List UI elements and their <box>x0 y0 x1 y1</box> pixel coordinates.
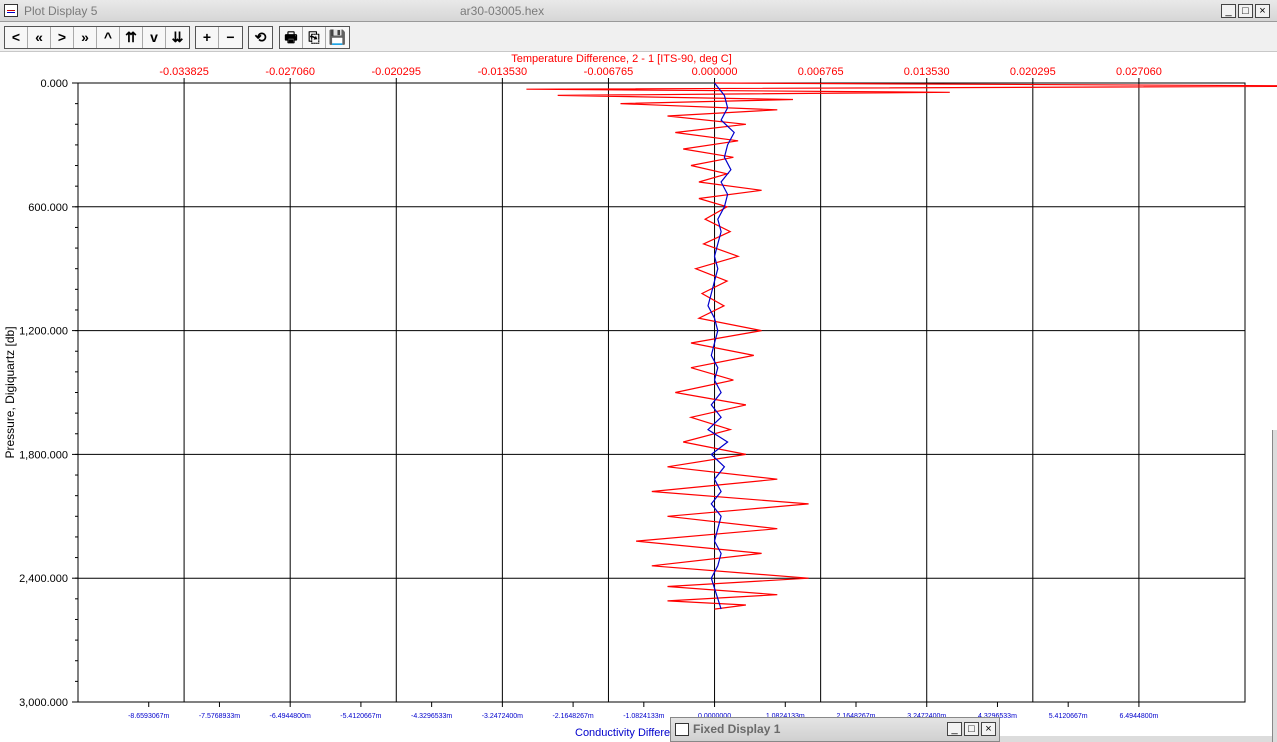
top-tick-label: -0.020295 <box>371 66 421 78</box>
top-tick-label: -0.013530 <box>478 66 528 78</box>
top-tick-label: 0.027060 <box>1116 66 1162 78</box>
page-left-icon[interactable]: « <box>28 27 51 48</box>
app-icon <box>4 4 18 17</box>
window-title: Plot Display 5 <box>24 4 98 18</box>
temperature-difference-series <box>526 82 1277 610</box>
maximize-button[interactable]: □ <box>1238 4 1253 18</box>
zoom-in-icon[interactable]: + <box>196 27 219 48</box>
y-tick-label: 1,800.000 <box>19 449 68 461</box>
bottom-tick-label: 4.3296533m <box>978 713 1017 720</box>
bottom-tick-label: -5.4120667m <box>340 713 381 720</box>
reset-button-group: ⟲ <box>248 26 273 49</box>
bottom-tick-label: 3.2472400m <box>907 713 946 720</box>
bottom-tick-label: -4.3296533m <box>411 713 452 720</box>
save-icon[interactable]: 💾 <box>328 29 347 45</box>
y-tick-label: 3,000.000 <box>19 697 68 709</box>
fixed-display-window[interactable]: Fixed Display 1 _ □ × <box>670 717 1000 742</box>
navigation-button-group: < « > » ^ ⇈ v ⇊ <box>4 26 190 49</box>
page-down-icon[interactable]: ⇊ <box>171 29 184 45</box>
scroll-left-icon[interactable]: < <box>5 27 28 48</box>
bottom-tick-label: 5.4120667m <box>1049 713 1088 720</box>
top-tick-label: -0.033825 <box>159 66 209 78</box>
bottom-tick-label: -6.4944800m <box>270 713 311 720</box>
y-axis-label: Pressure, Digiquartz [db] <box>3 326 17 458</box>
fixed-display-maximize-button[interactable]: □ <box>964 722 979 736</box>
top-tick-label: 0.020295 <box>1010 66 1056 78</box>
bottom-tick-label: -8.6593067m <box>128 713 169 720</box>
y-tick-label: 0.000 <box>40 78 68 90</box>
toolbar: < « > » ^ ⇈ v ⇊ + − ⟲ 🖶 ⎘ 💾 <box>0 22 1277 52</box>
bottom-tick-label: 6.4944800m <box>1119 713 1158 720</box>
zoom-out-icon[interactable]: − <box>226 29 235 45</box>
top-tick-label: 0.000000 <box>692 66 738 78</box>
top-tick-label: 0.013530 <box>904 66 950 78</box>
y-tick-label: 1,200.000 <box>19 326 68 338</box>
plot-frame <box>77 82 1246 703</box>
bottom-tick-label: -2.1648267m <box>552 713 593 720</box>
bottom-tick-label: -7.5768933m <box>199 713 240 720</box>
print-icon[interactable]: 🖶 <box>280 27 303 48</box>
close-button[interactable]: × <box>1255 4 1270 18</box>
top-axis-label: Temperature Difference, 2 - 1 [ITS-90, d… <box>511 53 732 65</box>
top-tick-label: -0.027060 <box>265 66 315 78</box>
file-button-group: 🖶 ⎘ 💾 <box>279 26 350 49</box>
fixed-display-title: Fixed Display 1 <box>693 722 781 736</box>
background-window-edge <box>1272 430 1277 742</box>
bottom-axis-label: Conductivity Difference <box>575 727 688 739</box>
plot-chart: -0.033825 -0.027060 -0.020295 -0.013530 -0.0… <box>3 53 1277 739</box>
document-title: ar30-03005.hex <box>460 4 545 18</box>
background-window-edge-bottom <box>1000 736 1272 742</box>
top-tick-label: 0.006765 <box>798 66 844 78</box>
bottom-tick-label: -3.2472400m <box>482 713 523 720</box>
bottom-tick-label: -1.0824133m <box>623 713 664 720</box>
y-tick-label: 2,400.000 <box>19 573 68 585</box>
copy-icon[interactable]: ⎘ <box>303 27 326 48</box>
scroll-up-icon[interactable]: ^ <box>97 27 120 48</box>
minimize-button[interactable]: _ <box>1221 4 1236 18</box>
scroll-down-icon[interactable]: v <box>143 27 166 48</box>
page-right-icon[interactable]: » <box>74 27 97 48</box>
title-bar: Plot Display 5 ar30-03005.hex _ □ × <box>0 0 1277 22</box>
reset-zoom-icon[interactable]: ⟲ <box>254 29 267 45</box>
y-tick-label: 600.000 <box>28 202 68 214</box>
top-tick-label: -0.006765 <box>584 66 634 78</box>
fixed-display-minimize-button[interactable]: _ <box>947 722 962 736</box>
bottom-tick-label: 2.1648267m <box>837 713 876 720</box>
plot-area[interactable]: -0.033825 -0.027060 -0.020295 -0.013530 -0.0… <box>0 52 1277 742</box>
scroll-right-icon[interactable]: > <box>51 27 74 48</box>
fixed-display-close-button[interactable]: × <box>981 722 996 736</box>
bottom-tick-label: 1.0824133m <box>766 713 805 720</box>
conductivity-difference-series <box>707 82 735 610</box>
page-up-icon[interactable]: ⇈ <box>120 27 143 48</box>
zoom-button-group: + − <box>195 26 243 49</box>
fixed-display-icon <box>675 723 689 736</box>
